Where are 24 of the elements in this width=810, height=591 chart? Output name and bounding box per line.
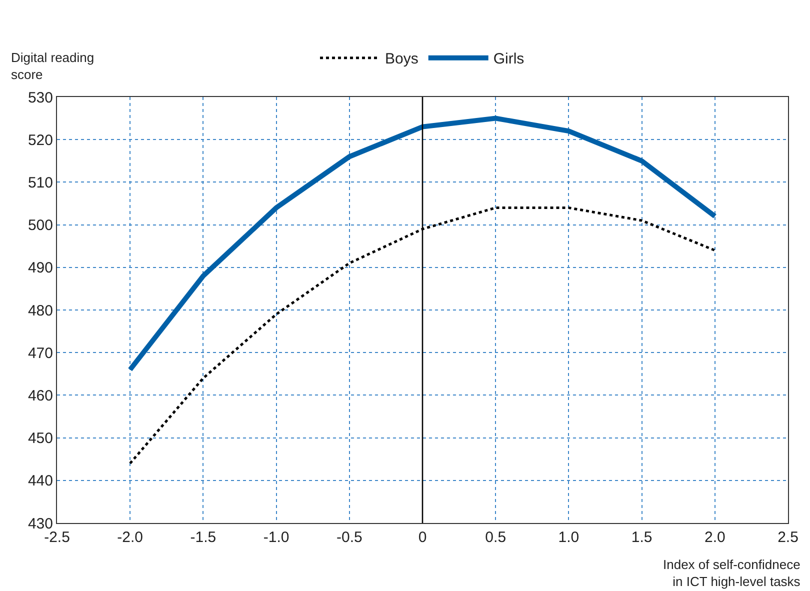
y-tick-label: 450 bbox=[28, 430, 53, 448]
y-tick-label: 530 bbox=[28, 89, 53, 106]
legend-label: Boys bbox=[385, 50, 418, 68]
x-tick-label: -0.5 bbox=[336, 529, 362, 546]
y-tick-label: 460 bbox=[28, 387, 53, 404]
y-tick-label: 440 bbox=[28, 472, 53, 490]
y-tick-label: 520 bbox=[28, 132, 53, 149]
y-tick-label: 500 bbox=[28, 217, 53, 234]
x-tick-label: 1.5 bbox=[631, 529, 652, 546]
x-tick-label: 1.0 bbox=[558, 529, 580, 546]
x-tick-label: 2.5 bbox=[778, 529, 798, 546]
y-tick-label: 490 bbox=[28, 260, 53, 277]
x-tick-label: -1.0 bbox=[263, 529, 290, 546]
y-axis-title: Digital reading score bbox=[11, 50, 94, 82]
x-tick-label: -2.0 bbox=[117, 529, 144, 546]
x-axis-title: Index of self-confidnece in ICT high-level tasks bbox=[663, 557, 801, 589]
x-tick-label: -1.5 bbox=[190, 529, 216, 546]
x-tick-label: 0.5 bbox=[485, 529, 506, 546]
y-tick-label: 480 bbox=[28, 302, 53, 320]
y-tick-label: 510 bbox=[28, 174, 53, 192]
legend-label: Girls bbox=[493, 50, 524, 68]
y-tick-label: 470 bbox=[28, 344, 53, 362]
x-tick-label: 0 bbox=[418, 529, 427, 546]
x-tick-label: 2.0 bbox=[704, 529, 726, 546]
